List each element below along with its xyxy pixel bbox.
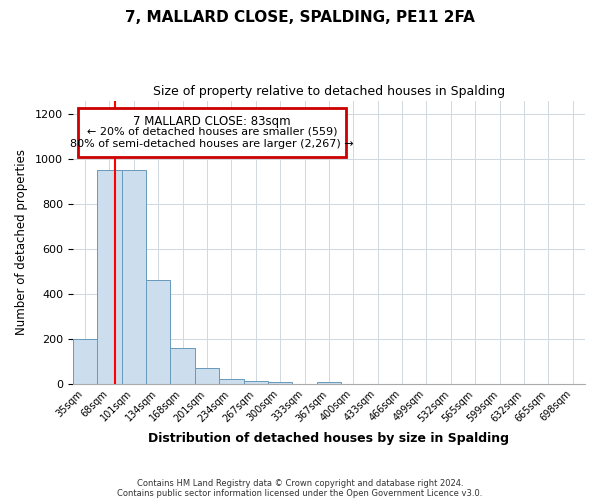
- Bar: [97, 170, 122, 384]
- Text: 7, MALLARD CLOSE, SPALDING, PE11 2FA: 7, MALLARD CLOSE, SPALDING, PE11 2FA: [125, 10, 475, 25]
- Text: Contains HM Land Registry data © Crown copyright and database right 2024.: Contains HM Land Registry data © Crown c…: [137, 478, 463, 488]
- Bar: [268, 382, 292, 384]
- X-axis label: Distribution of detached houses by size in Spalding: Distribution of detached houses by size …: [148, 432, 509, 445]
- Title: Size of property relative to detached houses in Spalding: Size of property relative to detached ho…: [153, 85, 505, 98]
- Bar: [146, 280, 170, 384]
- Y-axis label: Number of detached properties: Number of detached properties: [15, 149, 28, 335]
- Text: 7 MALLARD CLOSE: 83sqm: 7 MALLARD CLOSE: 83sqm: [133, 115, 290, 128]
- Bar: [73, 339, 97, 384]
- Bar: [77, 108, 346, 157]
- Text: 80% of semi-detached houses are larger (2,267) →: 80% of semi-detached houses are larger (…: [70, 139, 353, 149]
- Bar: [122, 170, 146, 384]
- Bar: [317, 382, 341, 384]
- Text: Contains public sector information licensed under the Open Government Licence v3: Contains public sector information licen…: [118, 488, 482, 498]
- Bar: [195, 368, 219, 384]
- Text: ← 20% of detached houses are smaller (559): ← 20% of detached houses are smaller (55…: [86, 126, 337, 136]
- Bar: [244, 380, 268, 384]
- Bar: [170, 348, 195, 384]
- Bar: [219, 380, 244, 384]
